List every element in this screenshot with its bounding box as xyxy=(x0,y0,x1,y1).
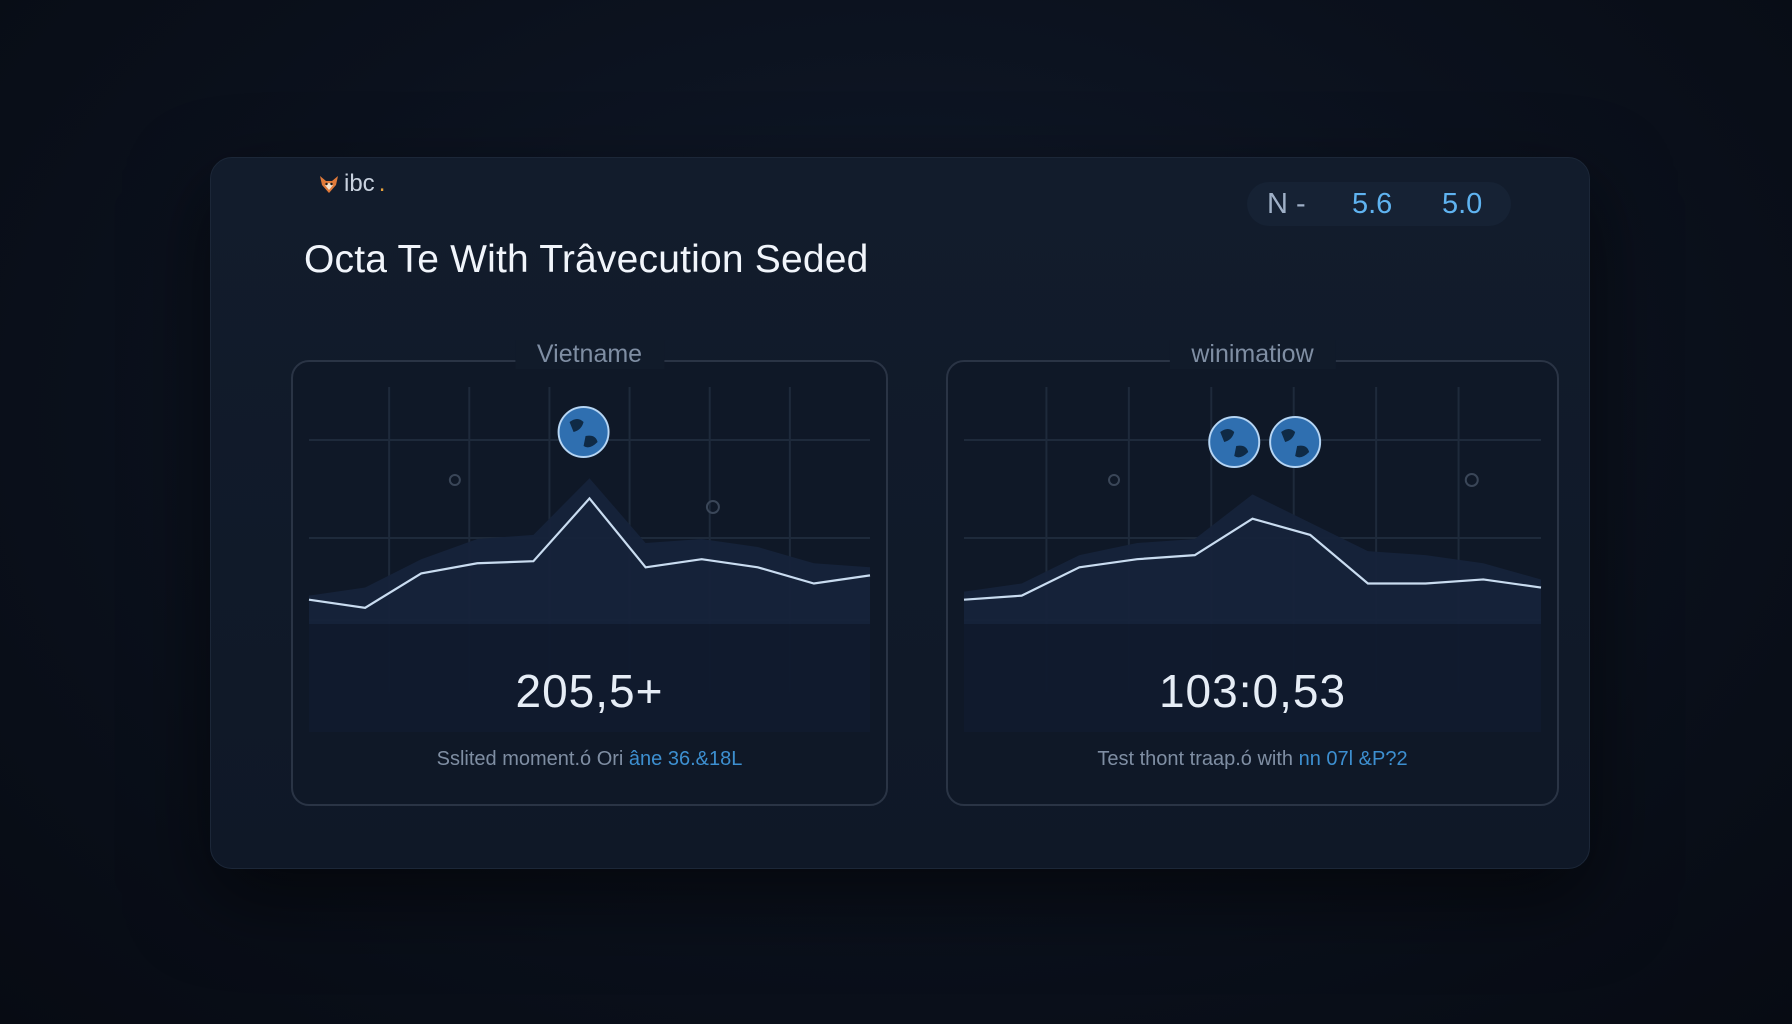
brand-dot: . xyxy=(378,170,386,197)
brand-logo[interactable]: ibc. xyxy=(318,170,385,198)
panel-value: 205,5+ xyxy=(515,665,664,717)
globe-icon xyxy=(1208,416,1261,468)
chart-band xyxy=(309,624,870,732)
marker-dot xyxy=(705,500,720,514)
chart-band xyxy=(964,624,1541,732)
panel-left[interactable]: Vietname 205,5+ Sslited moment.ó Ori âne… xyxy=(291,340,888,806)
panel-title: Vietname xyxy=(514,340,665,369)
globe-icon xyxy=(557,406,610,458)
caption-highlight: âne 36.&18L xyxy=(628,748,743,770)
chart-line xyxy=(308,496,871,609)
panel-right[interactable]: winimatiow 103:0,53 Test thont traap.ó w… xyxy=(946,340,1559,806)
pill-value-2: 5.0 xyxy=(1442,187,1483,220)
chart-line xyxy=(963,517,1542,601)
pill-label: N - xyxy=(1267,187,1306,220)
panel-value: 103:0,53 xyxy=(1158,665,1347,717)
page-title: Octa Te With Trâvecution Seded xyxy=(304,238,869,281)
brand-name: ibc xyxy=(344,170,375,197)
caption-text: Sslited moment.ó Ori xyxy=(436,748,624,770)
dashboard-card: ibc. Octa Te With Trâvecution Seded N - … xyxy=(210,157,1590,869)
globe-icon xyxy=(1269,416,1322,468)
panel-title: winimatiow xyxy=(1169,340,1336,369)
marker-dot xyxy=(1108,474,1121,486)
caption-highlight: nn 07l &P?2 xyxy=(1298,748,1408,770)
marker-dot xyxy=(448,474,461,486)
panel-chart xyxy=(308,387,871,732)
panel-caption: Sslited moment.ó Ori âne 36.&18L xyxy=(293,748,886,771)
pill-value-1: 5.6 xyxy=(1352,187,1393,220)
caption-text: Test thont traap.ó with xyxy=(1097,748,1294,770)
fox-logo-icon xyxy=(320,176,338,193)
marker-dot xyxy=(1464,473,1479,487)
panel-caption: Test thont traap.ó with nn 07l &P?2 xyxy=(948,748,1557,771)
panel-chart xyxy=(963,387,1542,732)
metric-pill[interactable]: N - 5.6 5.0 xyxy=(1247,182,1511,226)
